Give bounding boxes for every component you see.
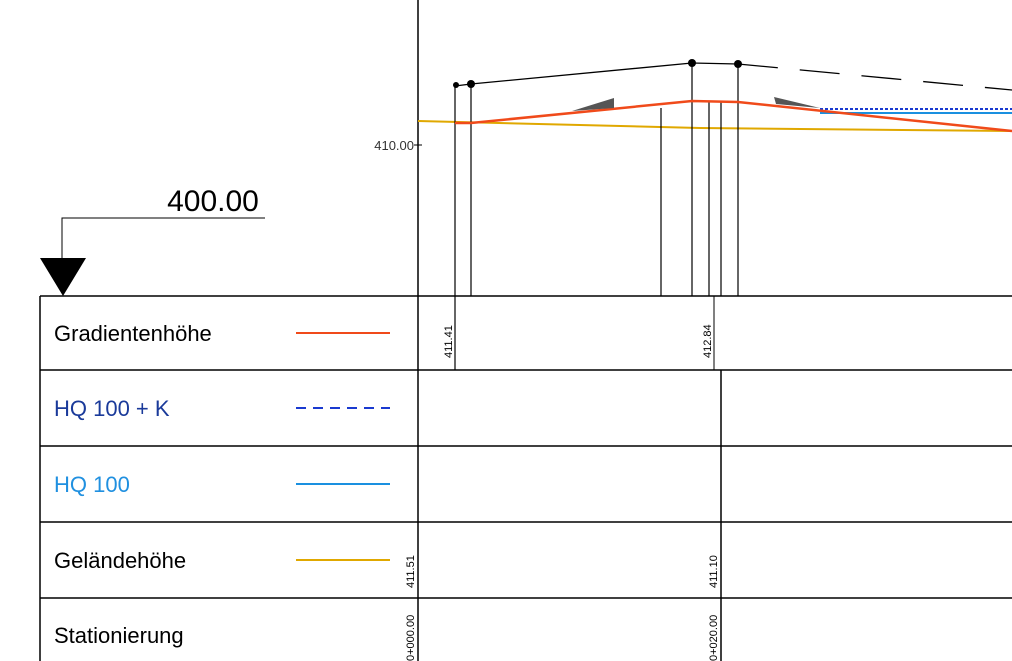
terrain-value: 411.51	[405, 555, 417, 588]
gradient-line	[455, 99, 1012, 133]
datum-label: 400.00	[167, 185, 259, 218]
axis-label: 410.00	[374, 138, 414, 153]
row-values: 411.41 412.84 411.51 411.10 0+000.00 0+0…	[405, 324, 720, 661]
legend-label: HQ 100	[54, 472, 130, 497]
terrain-value: 411.10	[708, 555, 720, 588]
legend-label: HQ 100 + K	[54, 396, 170, 421]
slope-symbols	[572, 97, 820, 111]
nodes	[453, 59, 742, 88]
legend: Gradientenhöhe HQ 100 + K HQ 100 Geländehöh…	[54, 321, 390, 648]
terrain-line	[417, 120, 1012, 132]
station-value: 0+000.00	[405, 615, 417, 661]
table-grid	[39, 295, 1012, 661]
gradient-value: 412.84	[702, 324, 714, 358]
station-value: 0+020.00	[708, 615, 720, 661]
legend-label: Gradientenhöhe	[54, 321, 212, 346]
legend-label: Geländehöhe	[54, 548, 186, 573]
top-line	[454, 62, 739, 87]
gradient-value: 411.41	[443, 325, 455, 358]
legend-label: Stationierung	[54, 623, 184, 648]
datum-triangle	[40, 258, 86, 296]
top-line-dashed	[737, 63, 1012, 91]
datum-leader	[61, 217, 265, 262]
